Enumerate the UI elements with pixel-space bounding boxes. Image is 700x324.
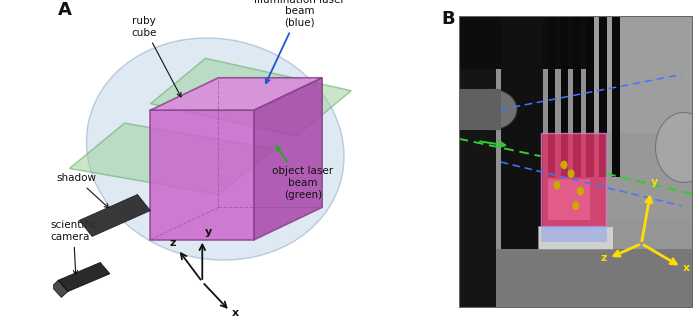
Polygon shape: [52, 280, 68, 297]
Bar: [587, 16, 594, 177]
Text: ruby
cube: ruby cube: [132, 16, 181, 97]
Text: B: B: [441, 10, 455, 28]
Bar: [547, 16, 555, 177]
Text: x: x: [682, 263, 690, 273]
Bar: [547, 179, 590, 220]
Circle shape: [561, 161, 568, 169]
Text: y: y: [651, 177, 658, 187]
Text: illumination laser
beam
(blue): illumination laser beam (blue): [254, 0, 345, 83]
Text: z: z: [601, 253, 607, 263]
Bar: [500, 16, 543, 308]
Bar: [496, 249, 693, 308]
Bar: [458, 89, 500, 130]
Circle shape: [655, 112, 700, 182]
Text: x: x: [232, 308, 239, 318]
Bar: [587, 133, 693, 220]
Polygon shape: [79, 194, 150, 237]
Bar: [540, 226, 606, 241]
Polygon shape: [150, 110, 254, 240]
Bar: [587, 220, 693, 308]
Text: object laser
beam
(green): object laser beam (green): [272, 146, 333, 200]
Circle shape: [577, 187, 584, 195]
Bar: [458, 16, 587, 69]
Polygon shape: [150, 78, 322, 110]
Polygon shape: [69, 123, 274, 194]
Bar: [561, 16, 568, 177]
Circle shape: [554, 181, 561, 190]
Bar: [538, 226, 613, 249]
Polygon shape: [58, 262, 110, 292]
Bar: [587, 16, 693, 133]
Text: y: y: [204, 227, 211, 237]
Polygon shape: [150, 58, 351, 136]
Polygon shape: [254, 78, 322, 240]
Ellipse shape: [86, 38, 344, 260]
Circle shape: [568, 169, 575, 178]
Bar: [540, 133, 606, 226]
Bar: [458, 16, 496, 308]
Text: A: A: [58, 1, 72, 18]
Circle shape: [572, 201, 580, 210]
Bar: [599, 16, 607, 177]
Ellipse shape: [466, 89, 517, 130]
Bar: [612, 16, 620, 177]
Text: z: z: [169, 237, 176, 248]
Bar: [573, 16, 581, 177]
Text: scientific
camera: scientific camera: [50, 220, 97, 275]
Text: shadow: shadow: [57, 173, 108, 208]
